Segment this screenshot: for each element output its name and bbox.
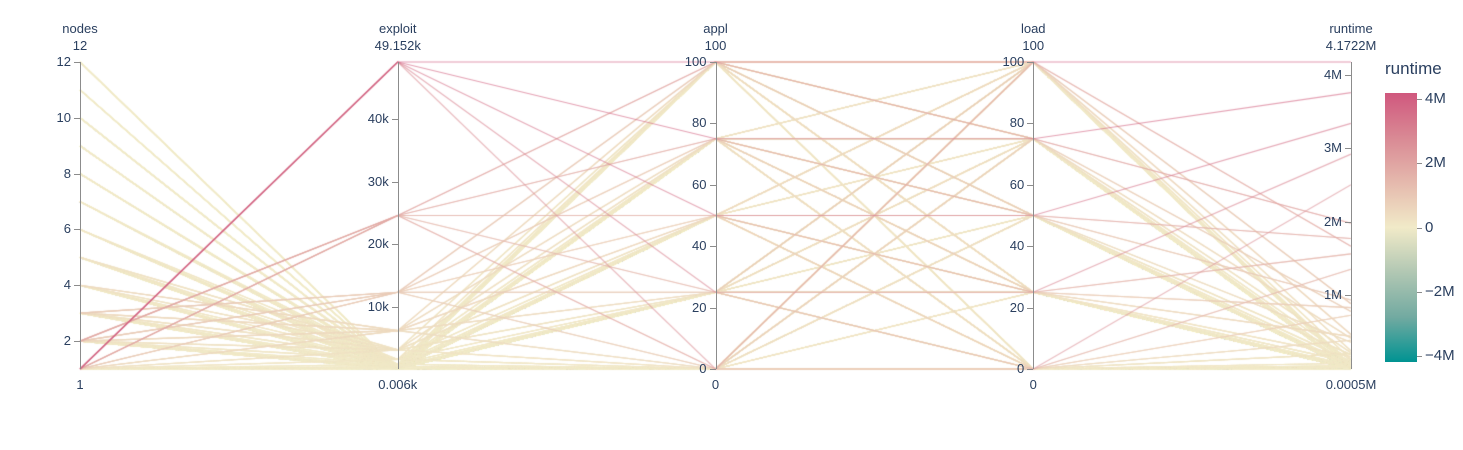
tick-mark [709, 62, 716, 63]
axis-tick-label: 20 [1009, 299, 1025, 315]
tick-mark [709, 246, 716, 248]
colorbar-tick-mark [1417, 163, 1422, 165]
axis-line-exploit[interactable] [397, 62, 399, 369]
tick-mark [391, 306, 398, 308]
tick-mark [74, 341, 80, 343]
tick-mark [74, 62, 80, 63]
axis-tick-label: 4 [63, 277, 71, 293]
axis-tick-label: 2 [63, 333, 71, 349]
axis-tick-label: 20k [367, 236, 389, 252]
axis-title-exploit: exploit [378, 21, 417, 36]
tick-mark [74, 117, 80, 119]
tick-mark [1027, 184, 1034, 186]
tick-mark [391, 181, 398, 183]
colorbar-tick-label: −4M [1425, 347, 1455, 365]
colorbar-tick-mark [1417, 356, 1422, 358]
tick-mark [1027, 123, 1034, 125]
axis-min-label: 0 [711, 377, 720, 392]
axis-tick-label: 10k [367, 298, 389, 314]
axis-tick-label: 2M [1323, 213, 1342, 229]
colorbar-tick-label: 0 [1425, 218, 1434, 236]
axis-title-appl: appl [703, 21, 728, 36]
axis-line-appl[interactable] [715, 62, 717, 369]
colorbar-tick-mark [1417, 98, 1422, 100]
axis-tick-label: 40 [692, 238, 707, 254]
tick-mark [709, 369, 716, 370]
axis-tick-label: 20 [692, 299, 707, 315]
axis-title-nodes: nodes [62, 21, 98, 36]
tick-mark [709, 307, 716, 309]
axis-line-load[interactable] [1033, 62, 1035, 369]
axis-min-label: 0 [1029, 377, 1037, 392]
axis-max-label: 49.152k [374, 38, 421, 53]
axis-line-runtime[interactable] [1351, 62, 1352, 369]
tick-mark [1027, 246, 1034, 248]
colorbar-tick-mark [1417, 227, 1422, 229]
tick-mark [1345, 148, 1351, 150]
axis-tick-label: 0 [1017, 361, 1025, 376]
axis-max-label: 12 [72, 38, 88, 53]
axis-line-nodes[interactable] [80, 62, 81, 369]
colorbar-tick-label: 2M [1425, 154, 1446, 172]
axis-tick-label: 10 [56, 109, 71, 125]
axis-title-runtime: runtime [1329, 21, 1373, 36]
colorbar-tick-label: −2M [1425, 282, 1455, 300]
tick-mark [709, 123, 716, 125]
tick-mark [1345, 295, 1351, 297]
axis-tick-label: 3M [1323, 140, 1342, 156]
colorbar-title: runtime [1385, 59, 1442, 78]
tick-mark [1027, 307, 1034, 309]
tick-mark [74, 173, 80, 175]
axis-min-label: 0.006k [378, 377, 418, 392]
axis-tick-label: 4M [1323, 66, 1342, 82]
axis-max-label: 4.1722M [1325, 38, 1377, 53]
tick-mark [1027, 369, 1034, 370]
tick-mark [1345, 221, 1351, 223]
tick-mark [709, 184, 716, 186]
tick-mark [74, 229, 80, 231]
axis-tick-label: 100 [1002, 54, 1025, 69]
colorbar-tick-mark [1417, 291, 1422, 293]
axis-tick-label: 0 [699, 361, 707, 376]
axis-max-label: 100 [1022, 38, 1045, 53]
axis-tick-label: 100 [684, 54, 707, 69]
axis-title-load: load [1020, 21, 1046, 36]
colorbar-gradient [1385, 93, 1417, 362]
axis-tick-label: 6 [63, 221, 71, 237]
axis-tick-label: 40 [1009, 238, 1025, 254]
axis-max-label: 100 [704, 38, 727, 53]
axis-tick-label: 60 [692, 176, 707, 192]
axis-tick-label: 12 [56, 54, 71, 69]
tick-mark [391, 119, 398, 121]
axis-tick-label: 40k [367, 111, 389, 127]
axis-tick-label: 80 [692, 115, 707, 131]
axis-tick-label: 1M [1323, 287, 1342, 303]
colorbar-tick-label: 4M [1425, 89, 1446, 107]
tick-mark [1027, 62, 1034, 63]
axis-tick-label: 60 [1009, 176, 1025, 192]
axis-tick-label: 30k [367, 173, 389, 189]
tick-mark [74, 285, 80, 287]
tick-mark [391, 244, 398, 246]
tick-mark [1345, 74, 1351, 76]
axis-tick-label: 8 [63, 165, 71, 181]
axis-min-label: 0.0005M [1325, 377, 1377, 392]
axis-tick-label: 80 [1009, 115, 1025, 131]
axis-min-label: 1 [76, 377, 84, 392]
